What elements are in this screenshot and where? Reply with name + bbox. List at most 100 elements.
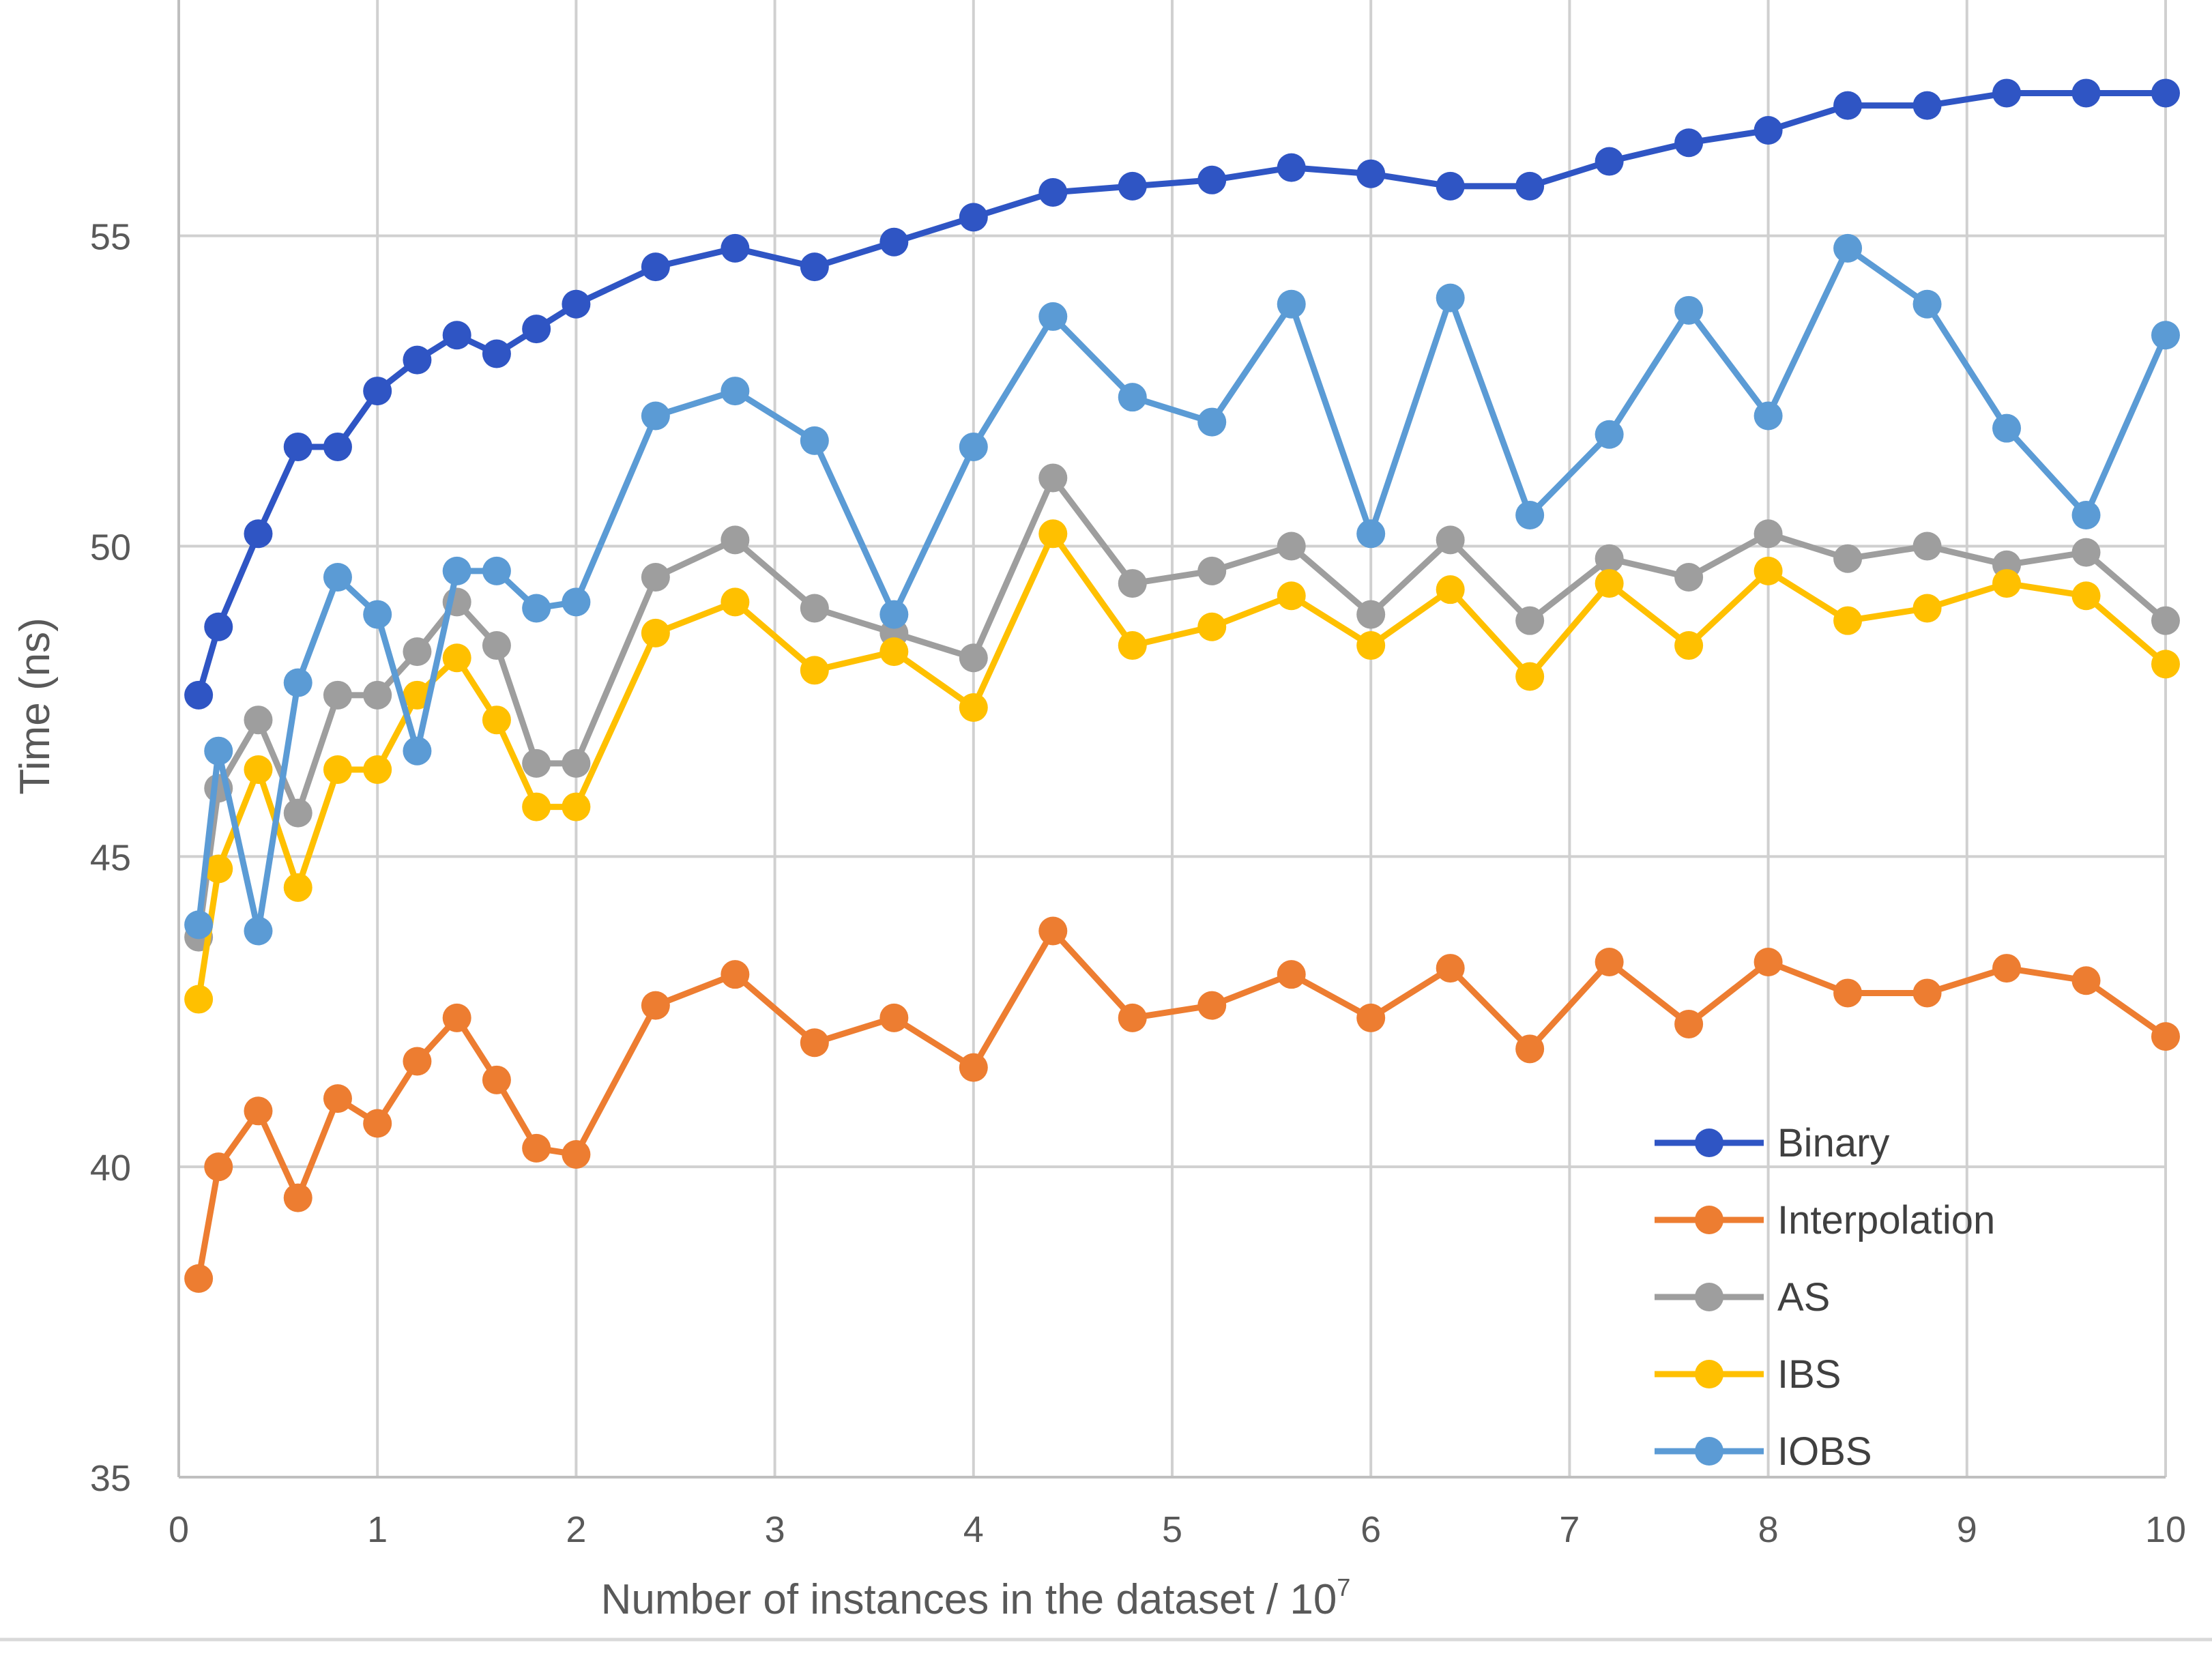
data-point-as [403,637,432,667]
data-point-as [1197,556,1227,585]
data-point-ibs [244,755,273,784]
data-point-as [641,562,670,592]
data-point-interpolation [283,1183,312,1212]
x-tick-label: 0 [169,1509,189,1550]
data-point-binary [283,432,312,461]
data-point-binary [1197,165,1227,194]
data-point-iobs [244,916,273,946]
data-point-binary [403,345,432,375]
data-point-binary [184,680,214,710]
legend-label: AS [1777,1275,1830,1320]
data-point-interpolation [442,1003,471,1032]
series-interpolation [184,916,2180,1293]
data-point-binary [800,252,829,282]
data-point-iobs [562,587,591,617]
data-point-ibs [1197,612,1227,641]
data-point-binary [721,233,750,263]
data-point-as [959,643,988,673]
x-axis-title-exponent: 7 [1337,1573,1350,1601]
data-point-as [1595,544,1624,573]
data-point-binary [1436,171,1465,201]
data-point-binary [2151,78,2180,108]
data-point-binary [442,321,471,350]
data-point-binary [879,227,909,257]
data-point-iobs [879,600,909,629]
legend-swatch-marker [1695,1360,1723,1388]
series-ibs [184,519,2180,1014]
data-point-ibs [879,637,909,667]
data-point-interpolation [641,991,670,1020]
data-point-interpolation [959,1053,988,1082]
data-point-iobs [1038,302,1068,331]
data-point-iobs [323,562,352,592]
data-point-iobs [363,600,392,629]
data-point-as [1753,519,1783,549]
data-point-binary [1912,91,1942,120]
data-point-as [1515,606,1545,635]
data-point-ibs [2151,650,2180,679]
data-point-interpolation [1356,1003,1386,1032]
data-point-interpolation [2151,1022,2180,1051]
data-point-binary [1674,128,1704,158]
data-point-interpolation [363,1109,392,1138]
data-point-ibs [1753,556,1783,585]
data-point-iobs [1992,413,2022,443]
legend-swatch-marker [1695,1128,1723,1157]
data-point-ibs [959,693,988,723]
data-point-binary [959,203,988,232]
data-point-binary [1277,153,1306,182]
data-point-ibs [800,656,829,685]
data-point-interpolation [522,1133,551,1163]
x-tick-label: 10 [2145,1509,2186,1550]
data-point-iobs [1118,383,1147,412]
data-point-ibs [2071,581,2101,611]
gridlines [179,0,2167,1477]
data-point-interpolation [879,1003,909,1032]
data-point-iobs [641,401,670,431]
data-point-iobs [482,556,511,585]
data-point-iobs [1197,407,1227,437]
y-tick-label: 55 [90,217,131,258]
data-point-iobs [403,736,432,766]
data-point-as [522,748,551,778]
data-point-as [1436,525,1465,555]
data-point-iobs [1753,401,1783,431]
y-axis-title: Time (ns) [12,617,59,794]
data-point-binary [522,315,551,344]
data-point-interpolation [244,1096,273,1126]
data-point-interpolation [403,1047,432,1076]
data-point-binary [1356,159,1386,188]
data-point-binary [323,432,352,461]
data-point-as [1356,600,1386,629]
data-point-as [1912,532,1942,561]
legend-swatch-marker [1695,1206,1723,1234]
y-tick-label: 50 [90,527,131,568]
data-point-ibs [442,643,471,673]
data-point-ibs [1038,519,1068,549]
data-point-ibs [1277,581,1306,611]
data-point-iobs [522,594,551,623]
legend-item-binary: Binary [1655,1121,1889,1165]
data-point-iobs [2071,501,2101,530]
data-point-ibs [1595,569,1624,598]
data-point-interpolation [1197,991,1227,1020]
data-point-iobs [204,736,233,766]
data-point-iobs [1912,289,1942,319]
data-point-interpolation [562,1139,591,1169]
data-point-as [244,705,273,735]
data-point-interpolation [1753,947,1783,976]
series-line-ibs [195,530,2168,1000]
x-tick-label: 7 [1559,1509,1580,1550]
data-point-ibs [562,792,591,821]
data-point-iobs [184,910,214,940]
x-tick-label: 5 [1162,1509,1182,1550]
legend-item-as: AS [1655,1275,1830,1320]
x-tick-label: 9 [1957,1509,1977,1550]
data-point-ibs [403,680,432,710]
y-tick-label: 45 [90,837,131,878]
data-point-as [562,748,591,778]
y-tick-label: 40 [90,1148,131,1189]
data-point-interpolation [482,1065,511,1094]
